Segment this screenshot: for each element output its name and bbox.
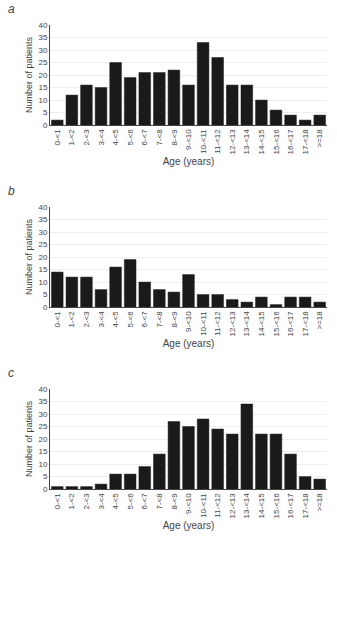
svg-text:5-<6: 5-<6: [126, 311, 135, 328]
svg-text:4-<5: 4-<5: [111, 493, 120, 510]
svg-text:15-<16: 15-<16: [272, 311, 281, 337]
svg-text:b: b: [8, 184, 15, 198]
svg-text:0-<1: 0-<1: [53, 311, 62, 328]
svg-text:9-<10: 9-<10: [184, 311, 193, 332]
svg-text:>=18: >=18: [315, 493, 324, 512]
svg-text:13-<14: 13-<14: [242, 311, 251, 337]
svg-text:7-<8: 7-<8: [155, 493, 164, 510]
svg-text:2-<3: 2-<3: [82, 129, 91, 146]
svg-text:12-<13: 12-<13: [228, 493, 237, 519]
svg-text:15: 15: [38, 83, 47, 92]
svg-text:10: 10: [38, 96, 47, 105]
svg-text:17-<18: 17-<18: [301, 493, 310, 519]
svg-text:14-<15: 14-<15: [257, 129, 266, 155]
svg-text:3-<4: 3-<4: [97, 129, 106, 146]
svg-text:0: 0: [43, 303, 48, 312]
svg-text:2-<3: 2-<3: [82, 493, 91, 510]
svg-text:10-<11: 10-<11: [199, 129, 208, 154]
svg-text:10: 10: [38, 460, 47, 469]
svg-text:>=18: >=18: [315, 311, 324, 330]
svg-text:25: 25: [38, 58, 47, 67]
svg-text:1-<2: 1-<2: [67, 129, 76, 146]
svg-text:1-<2: 1-<2: [67, 311, 76, 328]
svg-text:11-<12: 11-<12: [213, 129, 222, 154]
svg-text:Number of patients: Number of patients: [24, 401, 34, 478]
svg-text:5: 5: [43, 290, 48, 299]
svg-text:13-<14: 13-<14: [242, 493, 251, 519]
svg-text:a: a: [8, 2, 15, 16]
svg-text:0-<1: 0-<1: [53, 493, 62, 510]
svg-text:4-<5: 4-<5: [111, 311, 120, 328]
svg-text:0: 0: [43, 121, 48, 130]
svg-text:5-<6: 5-<6: [126, 493, 135, 510]
svg-text:11-<12: 11-<12: [213, 493, 222, 518]
svg-text:14-<15: 14-<15: [257, 493, 266, 519]
svg-text:25: 25: [38, 422, 47, 431]
svg-text:7-<8: 7-<8: [155, 129, 164, 146]
svg-text:9-<10: 9-<10: [184, 493, 193, 514]
svg-text:16-<17: 16-<17: [286, 493, 295, 519]
svg-text:4-<5: 4-<5: [111, 129, 120, 146]
svg-text:30: 30: [38, 410, 47, 419]
svg-text:11-<12: 11-<12: [213, 311, 222, 336]
svg-text:7-<8: 7-<8: [155, 311, 164, 328]
svg-text:16-<17: 16-<17: [286, 311, 295, 337]
svg-text:2-<3: 2-<3: [82, 311, 91, 328]
svg-text:8-<9: 8-<9: [170, 129, 179, 146]
svg-text:12-<13: 12-<13: [228, 129, 237, 155]
svg-text:20: 20: [38, 71, 47, 80]
svg-text:40: 40: [38, 385, 47, 394]
svg-text:25: 25: [38, 240, 47, 249]
svg-text:8-<9: 8-<9: [170, 493, 179, 510]
svg-text:17-<18: 17-<18: [301, 129, 310, 155]
svg-text:10: 10: [38, 278, 47, 287]
svg-text:40: 40: [38, 203, 47, 212]
svg-text:10-<11: 10-<11: [199, 493, 208, 518]
svg-text:5: 5: [43, 108, 48, 117]
svg-text:20: 20: [38, 435, 47, 444]
svg-text:5-<6: 5-<6: [126, 129, 135, 146]
svg-text:15: 15: [38, 447, 47, 456]
svg-text:Number of patients: Number of patients: [24, 219, 34, 296]
svg-text:15: 15: [38, 265, 47, 274]
svg-text:40: 40: [38, 21, 47, 30]
svg-text:16-<17: 16-<17: [286, 129, 295, 155]
svg-text:17-<18: 17-<18: [301, 311, 310, 337]
svg-text:>=18: >=18: [315, 129, 324, 148]
svg-text:Age (years): Age (years): [163, 156, 215, 167]
svg-text:30: 30: [38, 228, 47, 237]
svg-text:9-<10: 9-<10: [184, 129, 193, 150]
svg-text:12-<13: 12-<13: [228, 311, 237, 337]
svg-text:6-<7: 6-<7: [140, 311, 149, 328]
svg-text:6-<7: 6-<7: [140, 493, 149, 510]
svg-text:10-<11: 10-<11: [199, 311, 208, 336]
svg-text:3-<4: 3-<4: [97, 493, 106, 510]
svg-text:8-<9: 8-<9: [170, 311, 179, 328]
svg-text:15-<16: 15-<16: [272, 129, 281, 155]
svg-text:Number of patients: Number of patients: [24, 37, 34, 114]
svg-text:35: 35: [38, 397, 47, 406]
svg-text:13-<14: 13-<14: [242, 129, 251, 155]
svg-text:35: 35: [38, 215, 47, 224]
svg-text:6-<7: 6-<7: [140, 129, 149, 146]
svg-text:15-<16: 15-<16: [272, 493, 281, 519]
svg-text:Age (years): Age (years): [163, 338, 215, 349]
svg-text:1-<2: 1-<2: [67, 493, 76, 510]
svg-text:Age (years): Age (years): [163, 520, 215, 531]
svg-text:0: 0: [43, 485, 48, 494]
svg-text:0-<1: 0-<1: [53, 129, 62, 146]
svg-text:3-<4: 3-<4: [97, 311, 106, 328]
svg-text:30: 30: [38, 46, 47, 55]
svg-text:20: 20: [38, 253, 47, 262]
svg-text:35: 35: [38, 33, 47, 42]
svg-text:c: c: [8, 366, 14, 380]
svg-text:5: 5: [43, 472, 48, 481]
svg-text:14-<15: 14-<15: [257, 311, 266, 337]
